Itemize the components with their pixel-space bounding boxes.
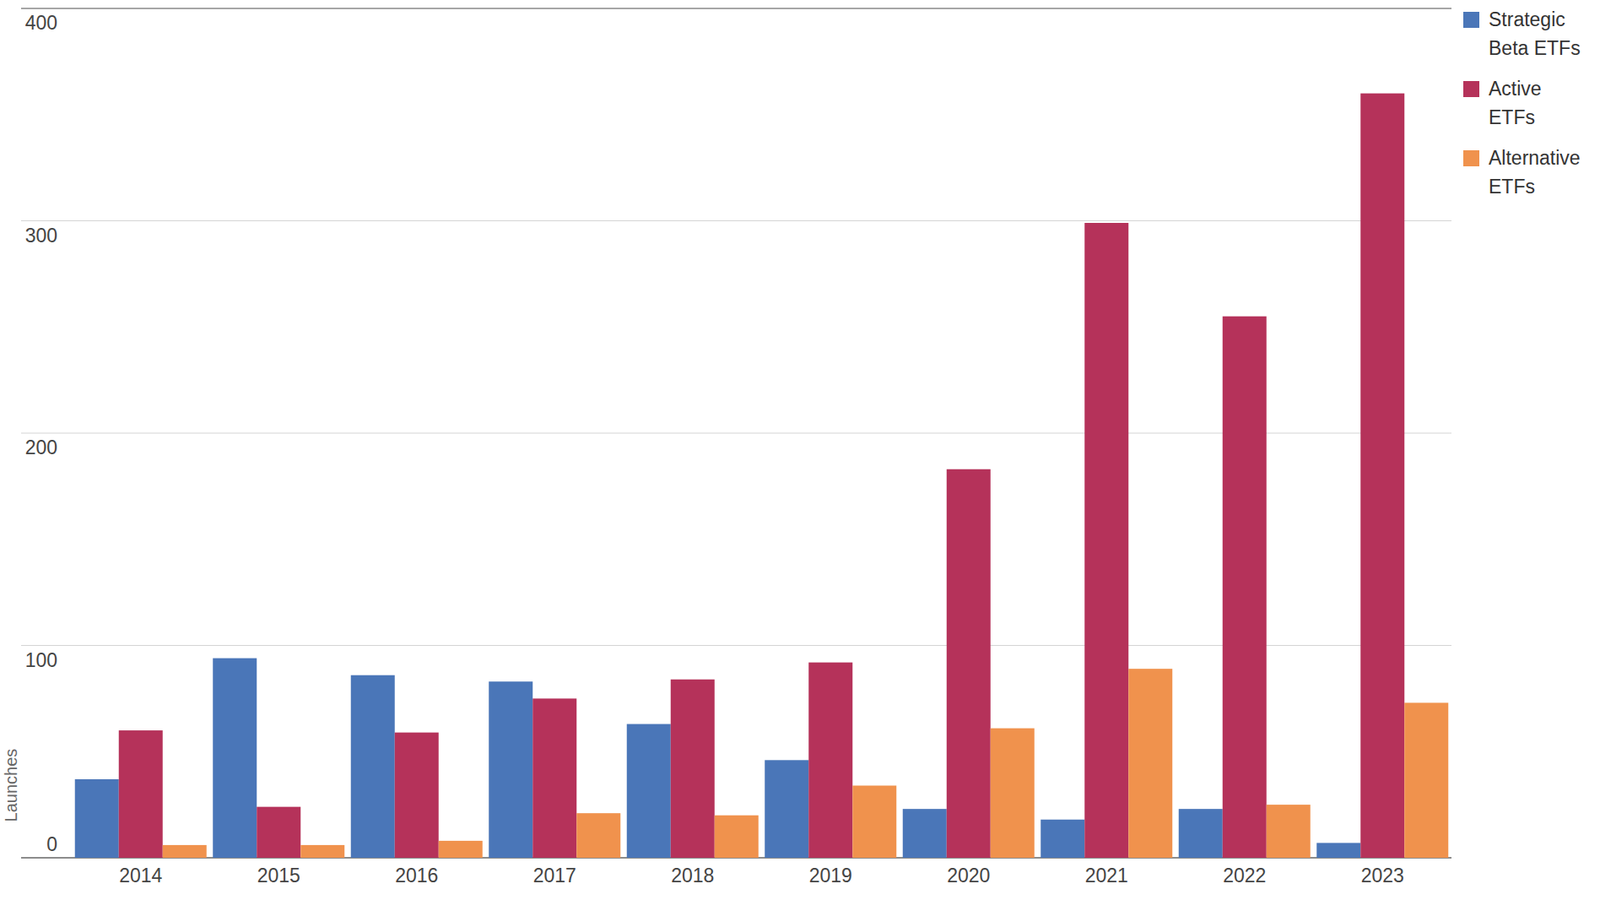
bar (576, 812, 621, 858)
bar (946, 469, 991, 858)
bar (1266, 804, 1311, 858)
x-tick-label: 2017 (533, 864, 577, 887)
y-tick-label: 300 (25, 224, 58, 247)
bar (212, 658, 257, 858)
x-tick-label: 2016 (394, 864, 438, 887)
x-tick-label: 2018 (670, 864, 714, 887)
bar (902, 808, 947, 858)
legend-swatch (1463, 81, 1480, 98)
bar (75, 778, 119, 858)
x-tick-label: 2021 (1085, 864, 1129, 887)
bar (488, 681, 533, 858)
bar (1404, 702, 1449, 858)
bars (75, 93, 1449, 858)
legend-label: Alternative ETFs (1488, 146, 1581, 198)
bar (714, 815, 759, 858)
bar (670, 679, 715, 858)
bar (162, 844, 207, 858)
legend-item: Alternative ETFs (1463, 143, 1590, 201)
legend-swatch (1463, 11, 1480, 28)
x-tick-label: 2015 (257, 864, 301, 887)
legend-label: Active ETFs (1488, 77, 1542, 129)
bar (1128, 668, 1173, 858)
bar (627, 724, 671, 858)
grid-line (21, 7, 1452, 10)
x-tick-label: 2022 (1222, 864, 1266, 887)
y-tick-label: 400 (25, 11, 58, 34)
bar (1222, 316, 1267, 858)
bar (1360, 93, 1405, 858)
bar (351, 675, 395, 858)
y-tick-label: 0 (46, 832, 58, 855)
y-tick-label: 100 (25, 648, 58, 671)
legend: Strategic Beta ETFs Active ETFs Alternativ… (1463, 5, 1599, 213)
chart: 0 100 200 300 400 Launches 2014 2015 2016 2017 201… (0, 0, 1600, 900)
bar (118, 729, 163, 858)
x-tick-label: 2014 (118, 864, 163, 887)
bar (990, 728, 1035, 858)
legend-item: Active ETFs (1463, 74, 1590, 132)
bar (1178, 808, 1223, 858)
x-tick-label: 2020 (946, 864, 990, 887)
bar (394, 732, 439, 858)
legend-item: Strategic Beta ETFs (1463, 5, 1590, 63)
x-tick-label: 2023 (1361, 864, 1405, 887)
bar (256, 806, 301, 858)
y-tick-label: 200 (25, 436, 58, 459)
x-tick-label: 2019 (809, 864, 853, 887)
bar (1084, 222, 1129, 858)
bar (764, 759, 809, 858)
legend-label: Strategic Beta ETFs (1488, 8, 1581, 60)
bar (300, 844, 345, 858)
y-axis-title: Launches (1, 748, 21, 822)
bar (532, 697, 577, 858)
legend-swatch (1463, 150, 1480, 167)
bar (852, 784, 897, 858)
bar (438, 840, 483, 858)
grid-line (21, 220, 1452, 222)
bar (1316, 842, 1361, 858)
bar (1040, 819, 1085, 858)
bar (808, 662, 853, 858)
